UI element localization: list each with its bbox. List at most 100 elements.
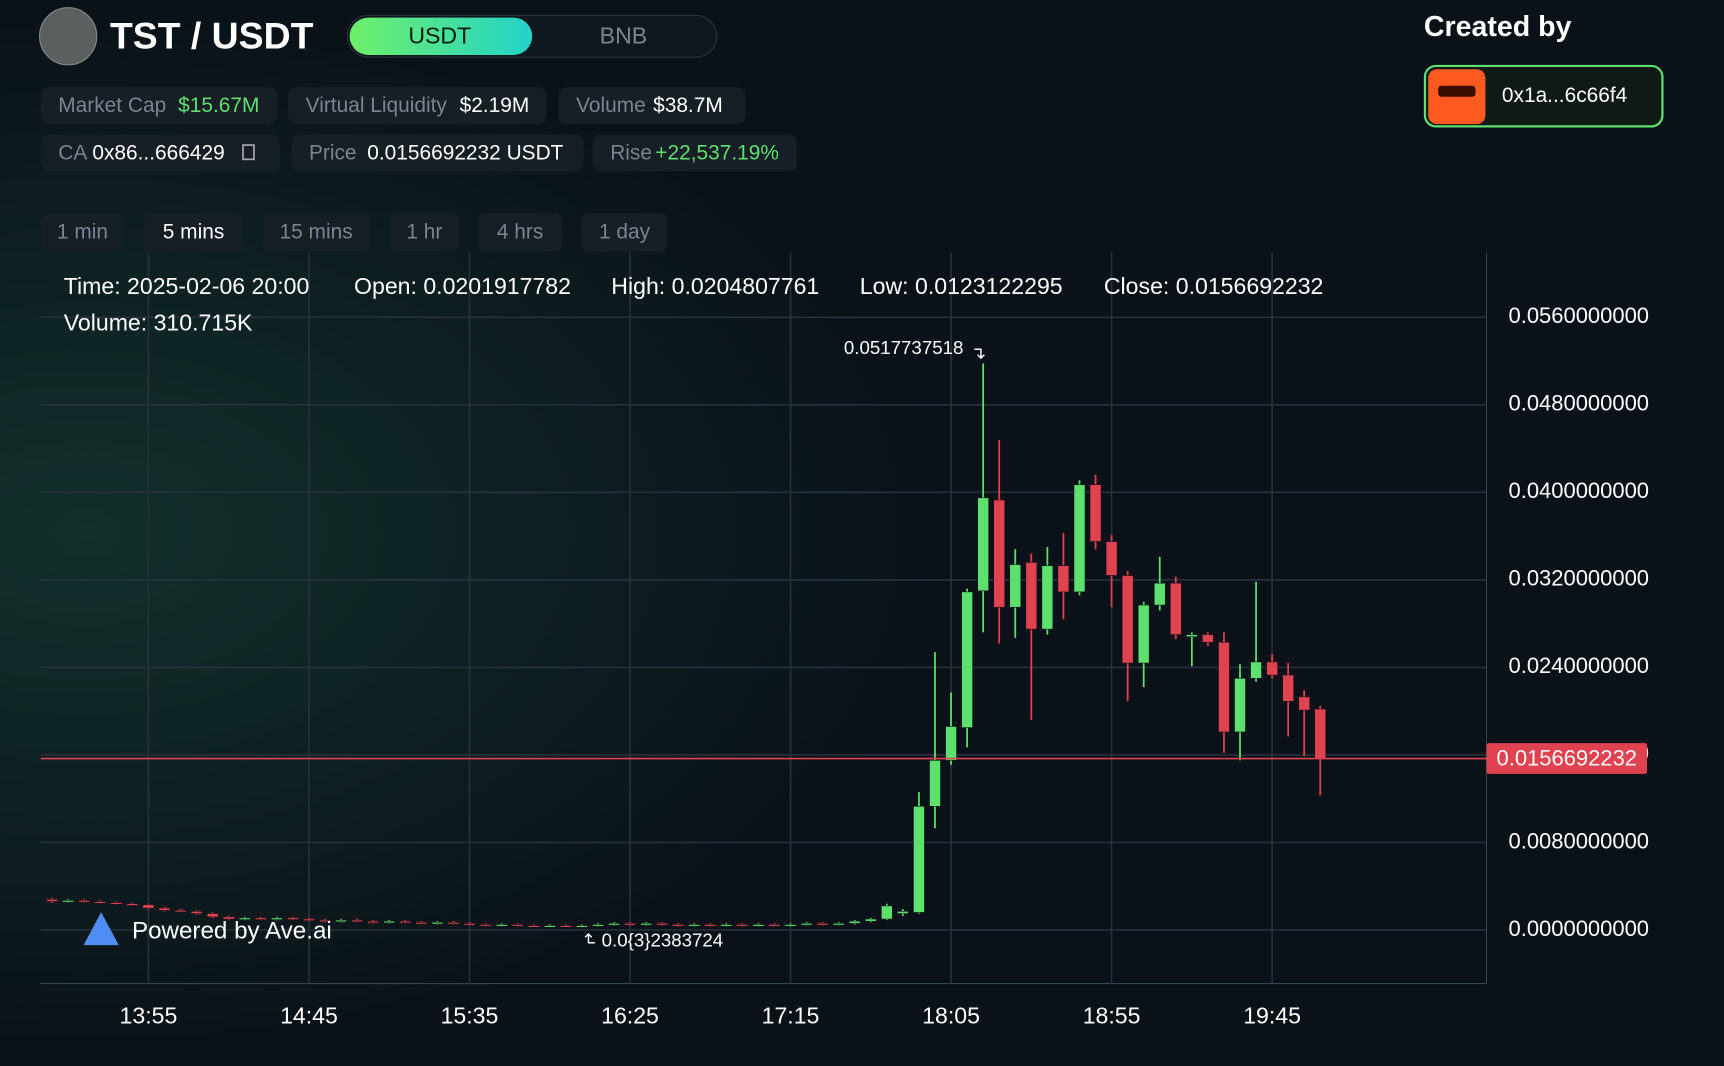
- last-price-tag: [1486, 743, 1648, 774]
- interval-label[interactable]: 1 min: [57, 221, 108, 244]
- candle-body: [961, 591, 973, 728]
- label: Time:: [64, 273, 121, 299]
- value: 2025-02-06 20:00: [127, 273, 309, 299]
- candle-body: [527, 925, 540, 928]
- candle-body: [1121, 575, 1134, 664]
- active-tab[interactable]: [349, 17, 533, 55]
- stat-chip: [291, 134, 584, 172]
- candle-body: [1153, 582, 1166, 606]
- stat-value: $38.7M: [653, 94, 723, 117]
- interval-label[interactable]: 1 hr: [406, 221, 442, 244]
- stat-label: Rise: [610, 141, 652, 164]
- candle-body: [1266, 661, 1278, 676]
- candle-body: [672, 924, 684, 927]
- candle-body: [463, 923, 476, 926]
- stat-value: +22,537.19%: [655, 141, 779, 164]
- interval-label[interactable]: 15 mins: [280, 221, 353, 244]
- candle-body: [1202, 634, 1214, 643]
- min-label: 0.0{3}2383724: [602, 930, 724, 951]
- interval-button[interactable]: [581, 213, 668, 252]
- candle-body: [367, 920, 379, 924]
- stat-label: Market Cap: [58, 94, 166, 117]
- candle-body: [190, 911, 203, 914]
- candle-body: [1041, 565, 1054, 630]
- candle-body: [158, 907, 171, 911]
- tab[interactable]: BNB: [600, 22, 647, 48]
- interval-button[interactable]: [478, 213, 562, 252]
- y-tick-label: 0.0560000000: [1509, 303, 1650, 328]
- candle-body: [255, 917, 267, 920]
- candle-body: [993, 499, 1005, 608]
- stat-value: $15.67M: [178, 94, 259, 117]
- interval-button[interactable]: [262, 213, 370, 252]
- pair-title: TST / USDT: [110, 14, 314, 56]
- info-open: Open: 0.0201917782: [354, 273, 571, 299]
- x-tick-label: 14:45: [280, 1003, 338, 1029]
- candle-body: [977, 497, 989, 592]
- candle-body: [447, 922, 460, 925]
- candle-body: [174, 910, 187, 913]
- interval-label[interactable]: 1 day: [599, 221, 651, 244]
- min-arrow: [584, 932, 596, 944]
- label: Close:: [1104, 273, 1169, 299]
- candle-body: [913, 806, 925, 913]
- max-arrow: [974, 348, 985, 360]
- x-tick-label: 15:35: [441, 1003, 499, 1029]
- candle-body: [688, 924, 700, 927]
- candle-body: [1218, 641, 1230, 733]
- candle-body: [832, 923, 845, 926]
- intervals: 1 min 5 mins 15 mins 1 hr 4 hrs 1 day: [40, 213, 668, 252]
- stat-label: Price: [309, 141, 357, 164]
- candle-body: [511, 924, 524, 927]
- candle-body: [576, 925, 588, 928]
- candle-body: [46, 899, 58, 902]
- candle-body: [592, 924, 604, 927]
- candle-body: [1234, 678, 1246, 733]
- candle-body: [945, 726, 957, 761]
- stat-chip: [40, 86, 278, 125]
- x-tick-label: 19:45: [1243, 1003, 1301, 1029]
- candle-body: [1057, 565, 1070, 593]
- candle-body: [1186, 634, 1198, 638]
- candle-body: [1073, 484, 1086, 593]
- candle-body: [271, 917, 283, 920]
- stat-chip: [592, 134, 798, 172]
- value: 0.0156692232: [1176, 273, 1324, 299]
- candle-body: [1314, 708, 1327, 759]
- stat-chip: [288, 86, 547, 125]
- interval-button[interactable]: [40, 213, 125, 252]
- candle-body: [1250, 661, 1262, 679]
- x-tick-label: 18:55: [1083, 1003, 1141, 1029]
- candle-body: [1009, 564, 1022, 608]
- candle-body: [704, 924, 717, 927]
- candle-body: [1137, 604, 1150, 664]
- candle-body: [1089, 484, 1102, 542]
- candle-body: [1105, 541, 1118, 576]
- y-tick-label: 0.0080000000: [1509, 828, 1650, 853]
- candle-body: [816, 923, 829, 926]
- last-price-label: 0.0156692232: [1496, 745, 1637, 770]
- candle-body: [720, 924, 733, 927]
- candle-body: [1025, 562, 1038, 630]
- x-tick-label: 18:05: [922, 1003, 980, 1029]
- info-volume: Volume: 310.715K: [64, 309, 253, 335]
- stat-chip: [40, 134, 281, 172]
- tab[interactable]: USDT: [408, 22, 471, 48]
- interval-label[interactable]: 4 hrs: [497, 221, 543, 244]
- candle-body: [126, 903, 139, 906]
- plot: 0.00000000000.00800000000.01600000000.02…: [40, 252, 1650, 1029]
- info-high: High: 0.0204807761: [611, 273, 819, 299]
- interval-button[interactable]: [390, 213, 459, 252]
- value: 0.0201917782: [423, 273, 571, 299]
- creator-address[interactable]: 0x1a...6c66f4: [1502, 84, 1627, 107]
- stats: Market Cap $15.67M Virtual Liquidity $2.19M…: [40, 86, 798, 172]
- stat-label: CA: [58, 141, 87, 164]
- interval-label[interactable]: 5 mins: [163, 221, 224, 244]
- candle-body: [399, 920, 412, 924]
- interval-button[interactable]: [144, 213, 243, 252]
- candle-body: [110, 902, 123, 905]
- candle-body: [608, 923, 620, 926]
- stat-value: 0x86...666429: [92, 141, 224, 164]
- value: 0.0204807761: [672, 273, 820, 299]
